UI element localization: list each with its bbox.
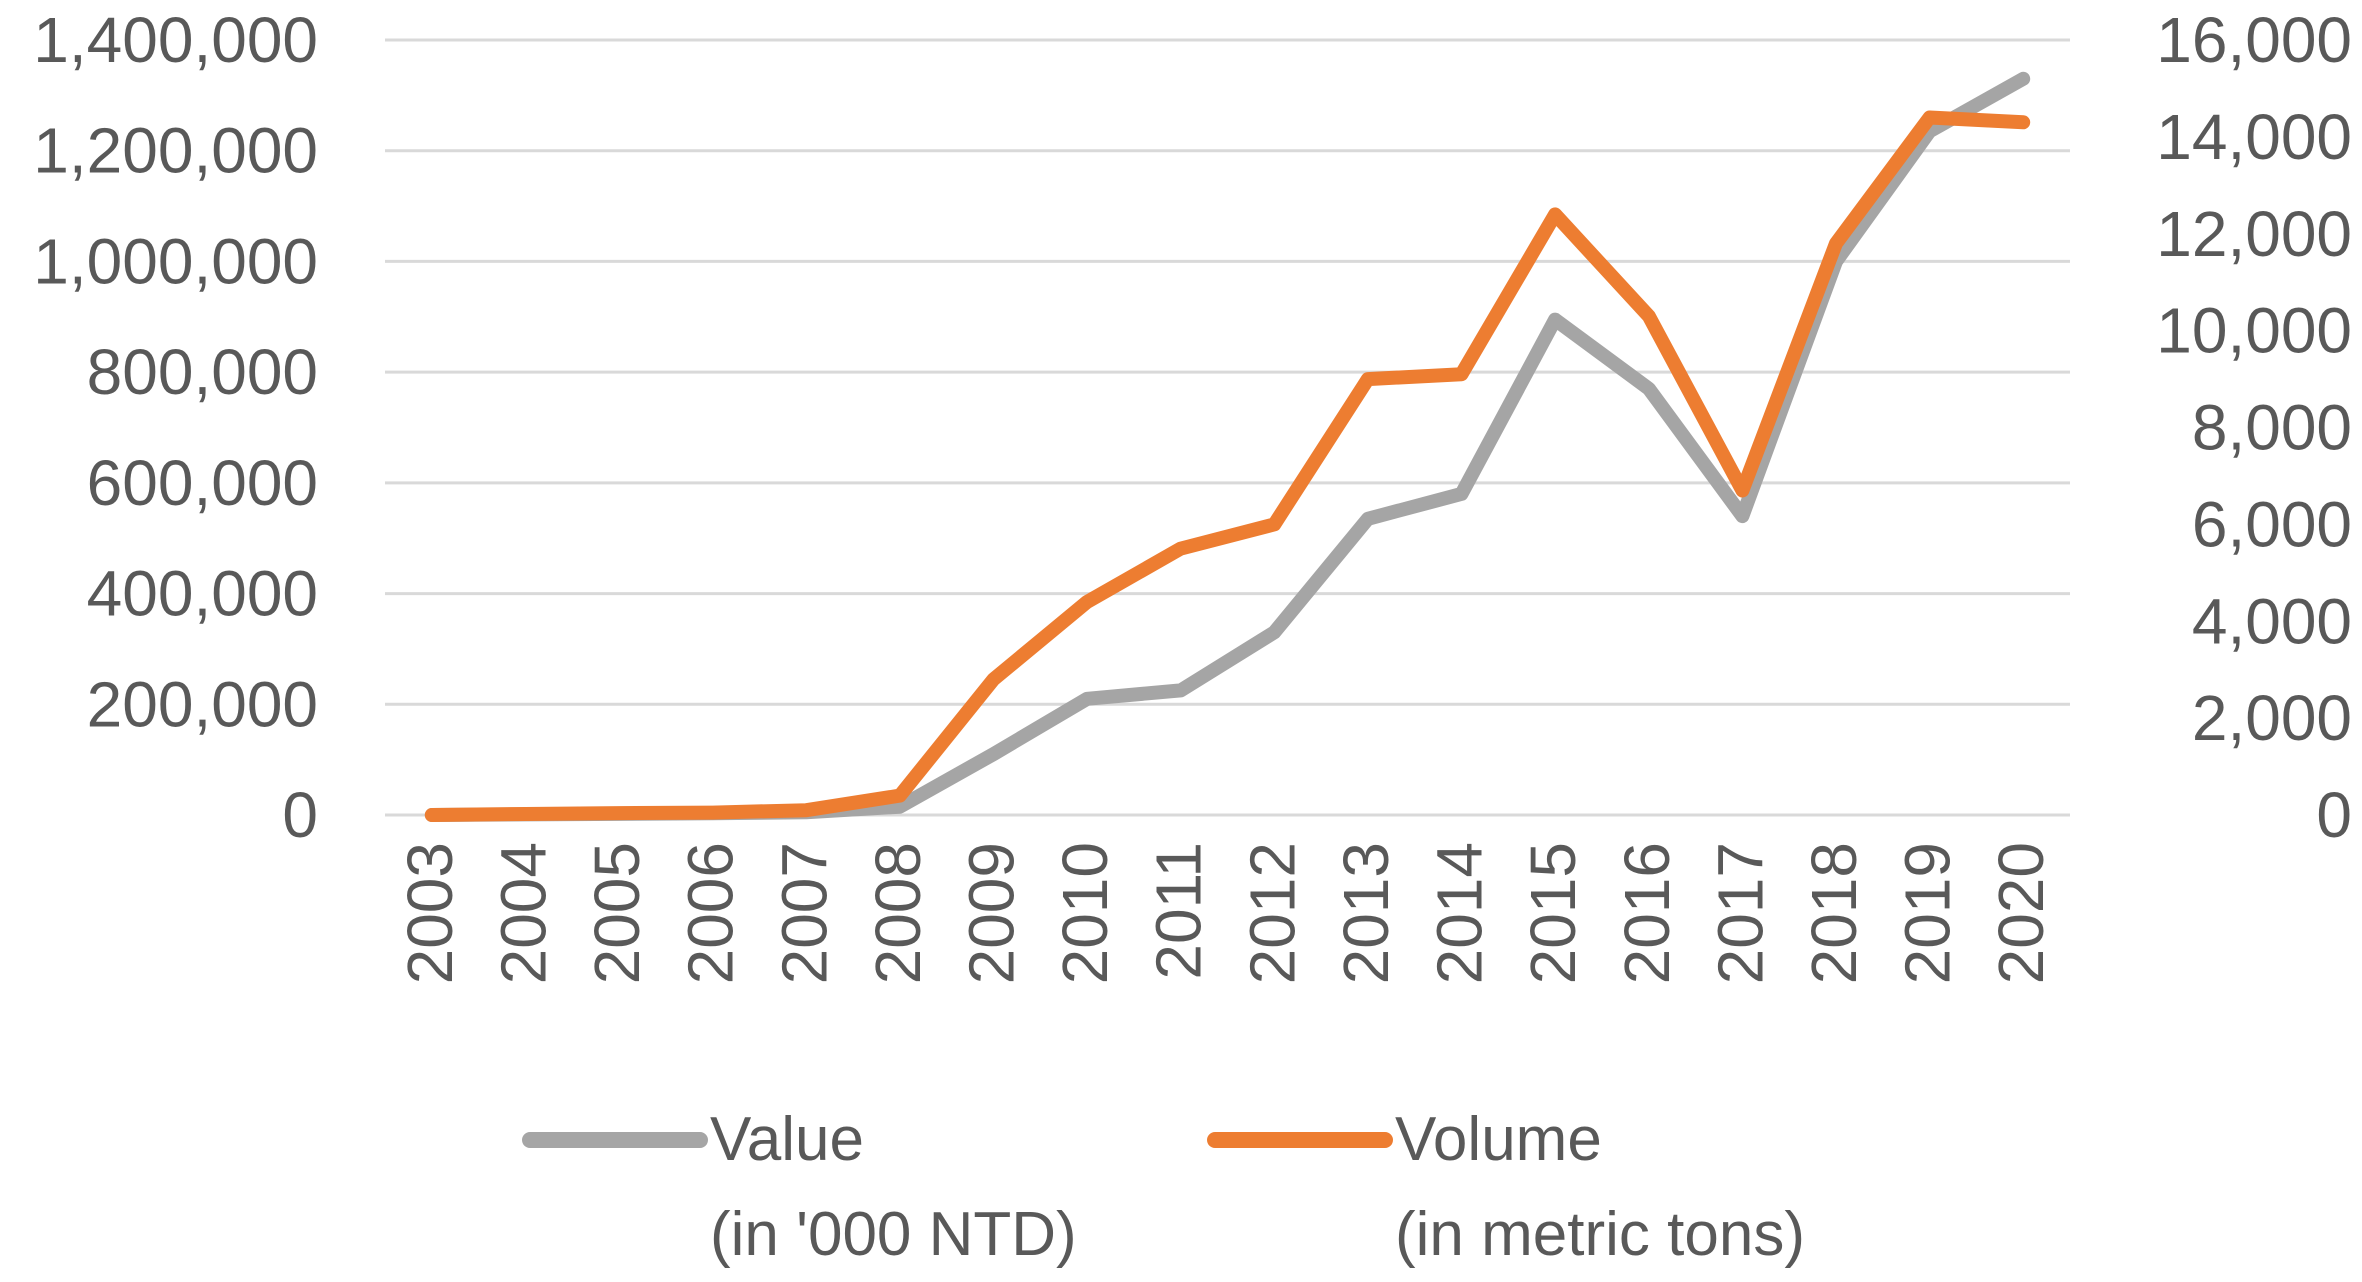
- x-tick-label: 2015: [1517, 842, 1589, 984]
- data-point-volume-2014: [1455, 367, 1469, 381]
- x-tick-label: 2004: [487, 842, 559, 984]
- right-tick-label: 8,000: [2192, 392, 2352, 464]
- x-tick-label: 2011: [1143, 842, 1215, 980]
- data-point-volume-2016: [1642, 309, 1656, 323]
- data-point-volume-2013: [1361, 372, 1375, 386]
- data-point-value-2014: [1455, 487, 1469, 501]
- x-tick-label: 2010: [1049, 842, 1121, 984]
- data-point-volume-2015: [1548, 207, 1562, 221]
- legend: Value (in '000 NTD) Volume (in metric to…: [522, 1105, 1805, 1269]
- left-tick-label: 400,000: [87, 558, 318, 630]
- data-point-volume-2012: [1267, 517, 1281, 531]
- right-tick-label: 12,000: [2156, 198, 2352, 270]
- right-tick-label: 4,000: [2192, 585, 2352, 657]
- left-tick-label: 200,000: [87, 668, 318, 740]
- data-point-value-2012: [1267, 625, 1281, 639]
- x-tick-label: 2018: [1798, 842, 1870, 984]
- right-tick-label: 10,000: [2156, 295, 2352, 367]
- right-y-axis: 0 2,000 4,000 6,000 8,000 10,000 12,000 14,000 1…: [2156, 4, 2352, 851]
- legend-unit-value: (in '000 NTD): [710, 1200, 1077, 1269]
- data-point-volume-2005: [612, 806, 626, 820]
- data-point-volume-2008: [893, 789, 907, 803]
- x-tick-label: 2006: [675, 842, 747, 984]
- data-point-value-2010: [1080, 692, 1094, 706]
- data-point-value-2015: [1548, 313, 1562, 327]
- x-tick-label: 2003: [394, 842, 466, 984]
- x-tick-label: 2012: [1236, 842, 1308, 984]
- data-point-volume-2019: [1923, 111, 1937, 125]
- gridlines: [385, 38, 2070, 817]
- left-tick-label: 0: [282, 779, 318, 851]
- x-tick-label: 2005: [581, 842, 653, 984]
- left-y-axis: 0 200,000 400,000 600,000 800,000 1,000,000 1,…: [33, 4, 318, 851]
- data-point-volume-2018: [1829, 236, 1843, 250]
- x-tick-label: 2019: [1892, 842, 1964, 984]
- right-tick-label: 0: [2316, 779, 2352, 851]
- x-tick-label: 2013: [1330, 842, 1402, 984]
- data-point-value-2011: [1174, 683, 1188, 697]
- left-tick-label: 800,000: [87, 336, 318, 408]
- right-tick-label: 16,000: [2156, 4, 2352, 76]
- legend-item-volume[interactable]: Volume (in metric tons): [1207, 1105, 1805, 1269]
- left-tick-label: 600,000: [87, 447, 318, 519]
- data-point-volume-2010: [1080, 595, 1094, 609]
- data-point-value-2016: [1642, 382, 1656, 396]
- data-point-volume-2020: [2016, 115, 2030, 129]
- x-tick-label: 2020: [1985, 842, 2057, 984]
- data-point-volume-2009: [986, 672, 1000, 686]
- x-tick-label: 2016: [1611, 842, 1683, 984]
- x-tick-label: 2009: [955, 842, 1027, 984]
- series-line-volume: [424, 110, 2031, 822]
- left-tick-label: 1,200,000: [33, 115, 318, 187]
- legend-unit-volume: (in metric tons): [1395, 1200, 1805, 1269]
- data-point-value-2013: [1361, 512, 1375, 526]
- data-point-volume-2011: [1174, 542, 1188, 556]
- x-tick-label: 2008: [862, 842, 934, 984]
- x-tick-label: 2014: [1424, 842, 1496, 984]
- data-point-volume-2017: [1735, 483, 1749, 497]
- legend-item-value[interactable]: Value (in '000 NTD): [522, 1105, 1077, 1269]
- data-point-volume-2007: [799, 803, 813, 817]
- data-point-volume-2004: [518, 807, 532, 821]
- data-point-value-2020: [2016, 72, 2030, 86]
- x-tick-label: 2017: [1704, 842, 1776, 984]
- x-tick-label: 2007: [768, 842, 840, 984]
- left-tick-label: 1,400,000: [33, 4, 318, 76]
- legend-label-volume: Volume: [1395, 1105, 1602, 1174]
- series-lines: [424, 71, 2031, 822]
- data-point-value-2017: [1735, 509, 1749, 523]
- right-tick-label: 2,000: [2192, 682, 2352, 754]
- left-tick-label: 1,000,000: [33, 225, 318, 297]
- right-tick-label: 14,000: [2156, 101, 2352, 173]
- data-point-volume-2006: [706, 806, 720, 820]
- right-tick-label: 6,000: [2192, 488, 2352, 560]
- legend-label-value: Value: [710, 1105, 864, 1174]
- data-point-volume-2003: [425, 808, 439, 822]
- x-axis: 2003 2004 2005 2006 2007 2008 2009 2010 2011 2012…: [394, 842, 2057, 984]
- data-point-value-2009: [986, 747, 1000, 761]
